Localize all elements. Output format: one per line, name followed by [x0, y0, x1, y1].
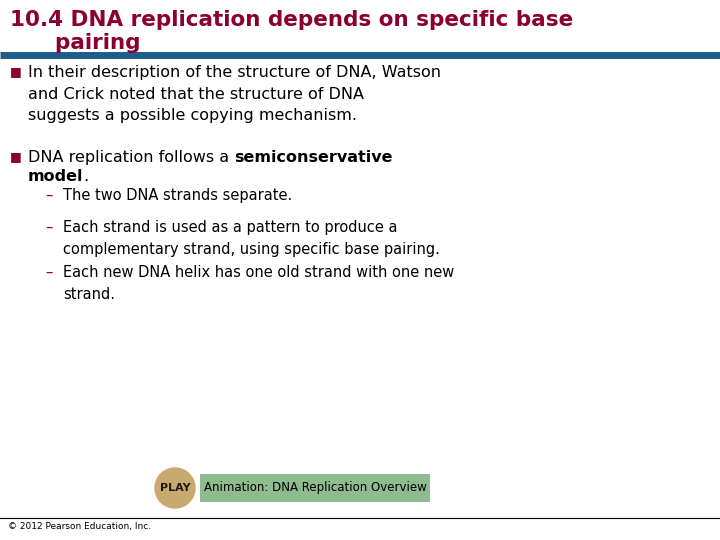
- Text: 10.4 DNA replication depends on specific base: 10.4 DNA replication depends on specific…: [10, 10, 573, 30]
- Text: In their description of the structure of DNA, Watson
and Crick noted that the st: In their description of the structure of…: [28, 65, 441, 123]
- Text: pairing: pairing: [10, 33, 140, 53]
- Text: Each strand is used as a pattern to produce a
complementary strand, using specif: Each strand is used as a pattern to prod…: [63, 220, 440, 256]
- Text: DNA replication follows a: DNA replication follows a: [28, 150, 234, 165]
- Text: –: –: [45, 265, 53, 280]
- Text: Animation: DNA Replication Overview: Animation: DNA Replication Overview: [204, 482, 426, 495]
- FancyBboxPatch shape: [200, 474, 430, 502]
- Text: .: .: [84, 169, 89, 184]
- Circle shape: [155, 468, 195, 508]
- Text: –: –: [45, 188, 53, 203]
- Text: semiconservative: semiconservative: [234, 150, 392, 165]
- Text: model: model: [28, 169, 84, 184]
- Text: The two DNA strands separate.: The two DNA strands separate.: [63, 188, 292, 203]
- Text: © 2012 Pearson Education, Inc.: © 2012 Pearson Education, Inc.: [8, 522, 151, 531]
- Text: PLAY: PLAY: [160, 483, 190, 493]
- Text: ■: ■: [10, 65, 22, 78]
- Text: Each new DNA helix has one old strand with one new
strand.: Each new DNA helix has one old strand wi…: [63, 265, 454, 302]
- Text: –: –: [45, 220, 53, 235]
- Text: ■: ■: [10, 150, 22, 163]
